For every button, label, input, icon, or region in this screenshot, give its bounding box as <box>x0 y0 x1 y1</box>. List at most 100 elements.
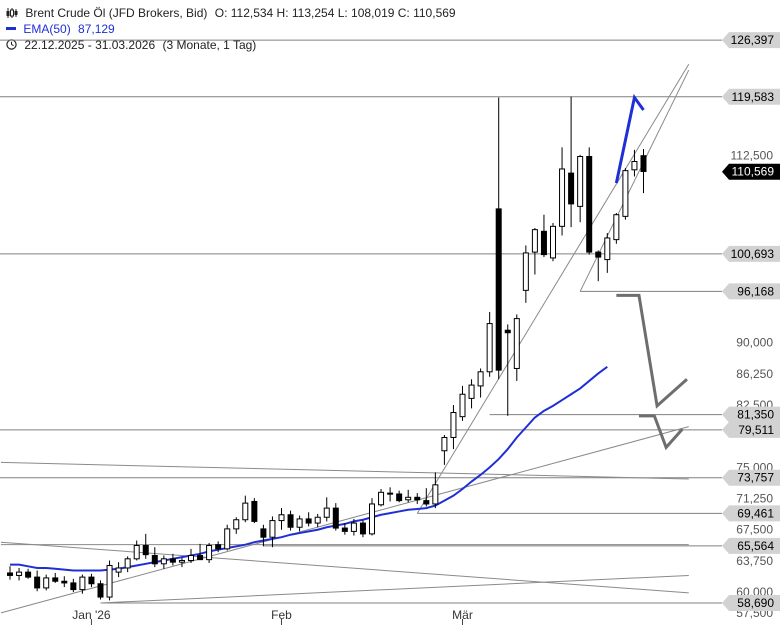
instrument-title: Brent Crude Öl (JFD Brokers, Bid) <box>25 6 208 20</box>
y-tick-label: 71,250 <box>736 492 773 506</box>
level-tag-bg <box>722 245 780 262</box>
candle-body <box>350 522 357 532</box>
level-tag: 96,168 <box>737 284 774 298</box>
candle-body <box>405 496 412 501</box>
candle-body <box>260 528 267 538</box>
period-interval: (3 Monate, 1 Tag) <box>162 38 257 52</box>
candle-body <box>70 582 77 591</box>
candle-body <box>43 577 50 589</box>
ema-label: EMA(50) <box>23 22 71 36</box>
candle-body <box>269 520 276 538</box>
candle-body <box>613 214 620 241</box>
level-tag-bg <box>722 406 780 423</box>
level-tag-bg <box>722 537 780 554</box>
candle-body <box>314 516 321 524</box>
candle-body <box>604 237 611 261</box>
candle-body <box>233 519 240 530</box>
y-tick-label: 67,500 <box>736 523 773 537</box>
chart-header-line3: 22.12.2025 - 31.03.2026 (3 Monate, 1 Tag… <box>6 38 260 52</box>
candle-body <box>124 558 131 569</box>
candle-body <box>224 528 231 550</box>
candle-body <box>160 558 167 565</box>
candle-body <box>477 371 484 387</box>
candle-body <box>332 507 339 529</box>
candle-body <box>369 503 375 535</box>
trendline <box>0 541 689 594</box>
level-tag: 126,397 <box>731 33 775 47</box>
candle-body <box>504 329 511 334</box>
trendline <box>0 461 689 480</box>
ema-line <box>10 366 608 572</box>
level-tag: 119,583 <box>732 90 775 104</box>
candle-body <box>595 251 602 258</box>
y-tick-label: 63,750 <box>736 554 773 568</box>
period-range: 22.12.2025 - 31.03.2026 <box>24 38 156 52</box>
candle-body <box>287 514 294 528</box>
x-tick-label: Feb <box>271 608 292 622</box>
level-tag: 65,564 <box>737 539 774 553</box>
projection-down <box>616 293 688 409</box>
candle-body <box>450 412 457 438</box>
candle-body <box>52 577 59 582</box>
ema-value: 87,129 <box>78 22 115 36</box>
level-tag-bg <box>722 32 780 49</box>
level-tag: 81,350 <box>737 408 774 422</box>
trendline <box>0 426 689 614</box>
candle-body <box>341 527 348 532</box>
candle-body <box>25 571 32 578</box>
candle-body <box>586 156 593 253</box>
candle-body <box>188 554 194 561</box>
level-tag-bg <box>722 421 780 438</box>
current-price-tag-bg <box>722 163 780 180</box>
level-tag-bg <box>722 505 780 522</box>
candle-body <box>7 572 13 576</box>
candle-body <box>106 564 113 598</box>
candle-body <box>631 160 638 171</box>
level-tag-bg <box>722 283 780 300</box>
candle-body <box>88 576 95 585</box>
candle-body <box>16 571 23 576</box>
candle-body <box>378 491 385 506</box>
x-tick-label: Mär <box>452 608 473 622</box>
ema-legend-swatch <box>6 27 16 30</box>
candle-body <box>432 484 439 505</box>
level-tag-bg <box>722 469 780 486</box>
candle-body <box>414 496 421 501</box>
candle-body <box>34 576 41 589</box>
current-price-tag: 110,569 <box>732 165 775 179</box>
candle-body <box>396 493 403 502</box>
trendline <box>100 574 689 604</box>
candle-body <box>206 545 213 561</box>
y-tick-label: 112,500 <box>731 149 774 163</box>
candle-body <box>640 155 647 172</box>
candle-body <box>540 230 547 256</box>
trendline <box>416 63 690 514</box>
ohlc-values: O: 112,534 H: 113,254 L: 108,019 C: 110,… <box>214 6 456 20</box>
x-tick-label: Jan '26 <box>72 608 111 622</box>
candle-body <box>559 168 566 227</box>
candle-body <box>495 208 502 371</box>
candle-body <box>423 500 430 505</box>
candle-body <box>278 514 285 522</box>
candle-body <box>215 544 222 550</box>
level-tag-bg <box>722 594 780 611</box>
y-tick-label: 90,000 <box>736 336 773 350</box>
level-tag: 100,693 <box>731 247 775 261</box>
projection-up <box>614 93 645 184</box>
candle-body <box>459 393 466 418</box>
level-tag: 73,757 <box>737 471 774 485</box>
candle-body <box>441 436 448 452</box>
candle-body <box>197 554 204 561</box>
level-tag: 58,690 <box>737 596 774 610</box>
candle-body <box>359 522 366 535</box>
candles-icon <box>6 7 18 18</box>
candle-body <box>251 500 258 522</box>
candle-body <box>61 580 68 584</box>
chart-header-line1: Brent Crude Öl (JFD Brokers, Bid) O: 112… <box>6 6 460 20</box>
projection-down <box>638 414 684 451</box>
candle-body <box>242 502 249 521</box>
candle-body <box>522 252 529 291</box>
candle-body <box>142 545 149 556</box>
candle-body <box>531 229 538 253</box>
